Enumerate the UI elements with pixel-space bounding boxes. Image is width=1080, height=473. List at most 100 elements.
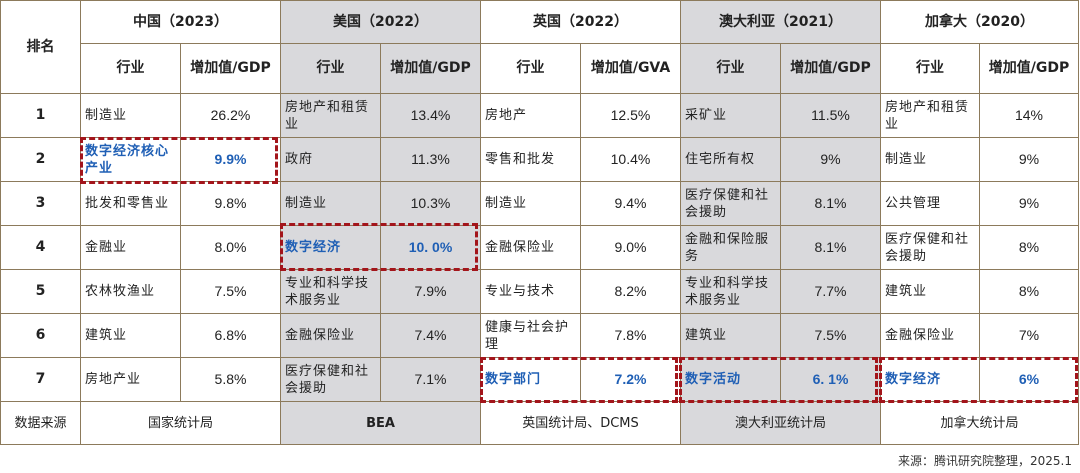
source-usa: BEA xyxy=(280,401,481,445)
value-cell: 9.8% xyxy=(180,181,281,226)
industry-cell: 农林牧渔业 xyxy=(80,269,181,314)
sources-row: 数据来源 国家统计局 BEA 英国统计局、DCMS 澳大利亚统计局 加拿大统计局 xyxy=(0,401,1079,445)
industry-cell: 房地产业 xyxy=(80,357,181,402)
column-header-industry: 行业 xyxy=(880,43,980,94)
industry-cell: 房地产和租赁业 xyxy=(880,93,980,138)
industry-cell: 金融保险业 xyxy=(280,313,381,358)
industry-cell: 零售和批发 xyxy=(480,137,581,182)
value-cell: 11.5% xyxy=(780,93,881,138)
country-header-uk: 英国（2022） xyxy=(480,0,681,44)
header-row-countries: 排名 中国（2023） 美国（2022） 英国（2022） 澳大利亚（2021）… xyxy=(0,0,1079,94)
value-cell: 10.3% xyxy=(380,181,481,226)
industry-cell: 医疗保健和社会援助 xyxy=(680,181,781,226)
industry-cell: 金融业 xyxy=(80,225,181,270)
industry-cell: 制造业 xyxy=(80,93,181,138)
footer-source-note: 来源：腾讯研究院整理，2025.1 xyxy=(898,454,1072,468)
value-cell: 7.1% xyxy=(380,357,481,402)
rank-header: 排名 xyxy=(0,0,81,94)
industry-cell: 制造业 xyxy=(280,181,381,226)
table-row: 4 金融业 8.0% 数字经济 10. 0% 金融保险业 9.0% 金融和保险服… xyxy=(0,225,1079,270)
industry-cell: 批发和零售业 xyxy=(80,181,181,226)
value-cell: 8.2% xyxy=(580,269,681,314)
source-uk: 英国统计局、DCMS xyxy=(480,401,681,445)
industry-cell-digital: 数字经济核心产业 xyxy=(80,137,181,182)
value-cell: 7% xyxy=(979,313,1079,358)
rank-cell: 7 xyxy=(0,357,81,402)
source-china: 国家统计局 xyxy=(80,401,281,445)
value-cell: 7.7% xyxy=(780,269,881,314)
value-cell: 9.0% xyxy=(580,225,681,270)
industry-cell: 专业与技术 xyxy=(480,269,581,314)
column-header-value: 增加值/GVA xyxy=(580,43,681,94)
rank-cell: 1 xyxy=(0,93,81,138)
column-header-value: 增加值/GDP xyxy=(380,43,481,94)
industry-cell: 住宅所有权 xyxy=(680,137,781,182)
value-cell-digital: 9.9% xyxy=(180,137,281,182)
country-header-usa: 美国（2022） xyxy=(280,0,481,44)
rank-cell: 6 xyxy=(0,313,81,358)
value-cell: 14% xyxy=(979,93,1079,138)
value-cell: 7.5% xyxy=(780,313,881,358)
value-cell: 11.3% xyxy=(380,137,481,182)
industry-cell: 建筑业 xyxy=(680,313,781,358)
table-row: 1 制造业 26.2% 房地产和租赁业 13.4% 房地产 12.5% 采矿业 … xyxy=(0,93,1079,138)
industry-cell: 医疗保健和社会援助 xyxy=(880,225,980,270)
value-cell: 10.4% xyxy=(580,137,681,182)
industry-cell: 医疗保健和社会援助 xyxy=(280,357,381,402)
industry-cell: 金融保险业 xyxy=(480,225,581,270)
value-cell: 8% xyxy=(979,225,1079,270)
industry-cell: 金融和保险服务 xyxy=(680,225,781,270)
value-cell: 6.8% xyxy=(180,313,281,358)
value-cell: 8.0% xyxy=(180,225,281,270)
column-header-value: 增加值/GDP xyxy=(780,43,881,94)
value-cell: 13.4% xyxy=(380,93,481,138)
value-cell: 9% xyxy=(979,181,1079,226)
industry-cell: 采矿业 xyxy=(680,93,781,138)
value-cell: 7.9% xyxy=(380,269,481,314)
country-header-china: 中国（2023） xyxy=(80,0,281,44)
rank-cell: 3 xyxy=(0,181,81,226)
industry-cell: 建筑业 xyxy=(880,269,980,314)
value-cell: 7.8% xyxy=(580,313,681,358)
header-row-columns: 行业 增加值/GDP 行业 增加值/GDP 行业 增加值/GVA 行业 增加值/… xyxy=(1,43,1079,94)
industry-cell: 建筑业 xyxy=(80,313,181,358)
value-cell: 8% xyxy=(979,269,1079,314)
rank-cell: 5 xyxy=(0,269,81,314)
industry-cell: 专业和科学技术服务业 xyxy=(280,269,381,314)
industry-cell-digital: 数字部门 xyxy=(480,357,581,402)
table-row: 3 批发和零售业 9.8% 制造业 10.3% 制造业 9.4% 医疗保健和社会… xyxy=(0,181,1079,226)
table-row: 7 房地产业 5.8% 医疗保健和社会援助 7.1% 数字部门 7.2% 数字活… xyxy=(0,357,1079,402)
value-cell: 12.5% xyxy=(580,93,681,138)
table-row: 6 建筑业 6.8% 金融保险业 7.4% 健康与社会护理 7.8% 建筑业 7… xyxy=(0,313,1079,358)
industry-cell: 政府 xyxy=(280,137,381,182)
sources-label: 数据来源 xyxy=(0,401,81,445)
value-cell: 9% xyxy=(979,137,1079,182)
industry-cell-digital: 数字经济 xyxy=(280,225,381,270)
column-header-industry: 行业 xyxy=(480,43,581,94)
column-header-industry: 行业 xyxy=(80,43,181,94)
value-cell: 7.5% xyxy=(180,269,281,314)
source-canada: 加拿大统计局 xyxy=(880,401,1079,445)
value-cell: 9.4% xyxy=(580,181,681,226)
industry-cell: 健康与社会护理 xyxy=(480,313,581,358)
value-cell: 8.1% xyxy=(780,181,881,226)
industry-cell: 房地产和租赁业 xyxy=(280,93,381,138)
column-header-industry: 行业 xyxy=(680,43,781,94)
column-header-value: 增加值/GDP xyxy=(180,43,281,94)
industry-cell: 制造业 xyxy=(480,181,581,226)
value-cell: 9% xyxy=(780,137,881,182)
rank-cell: 2 xyxy=(0,137,81,182)
value-cell-digital: 7.2% xyxy=(580,357,681,402)
rank-cell: 4 xyxy=(0,225,81,270)
value-cell-digital: 6% xyxy=(979,357,1079,402)
industry-cell: 房地产 xyxy=(480,93,581,138)
value-cell: 7.4% xyxy=(380,313,481,358)
industry-cell-digital: 数字经济 xyxy=(880,357,980,402)
value-cell-digital: 6. 1% xyxy=(780,357,881,402)
table-row: 2 数字经济核心产业 9.9% 政府 11.3% 零售和批发 10.4% 住宅所… xyxy=(0,137,1079,182)
value-cell: 5.8% xyxy=(180,357,281,402)
value-cell: 26.2% xyxy=(180,93,281,138)
industry-cell: 公共管理 xyxy=(880,181,980,226)
column-header-industry: 行业 xyxy=(280,43,381,94)
table-row: 5 农林牧渔业 7.5% 专业和科学技术服务业 7.9% 专业与技术 8.2% … xyxy=(0,269,1079,314)
